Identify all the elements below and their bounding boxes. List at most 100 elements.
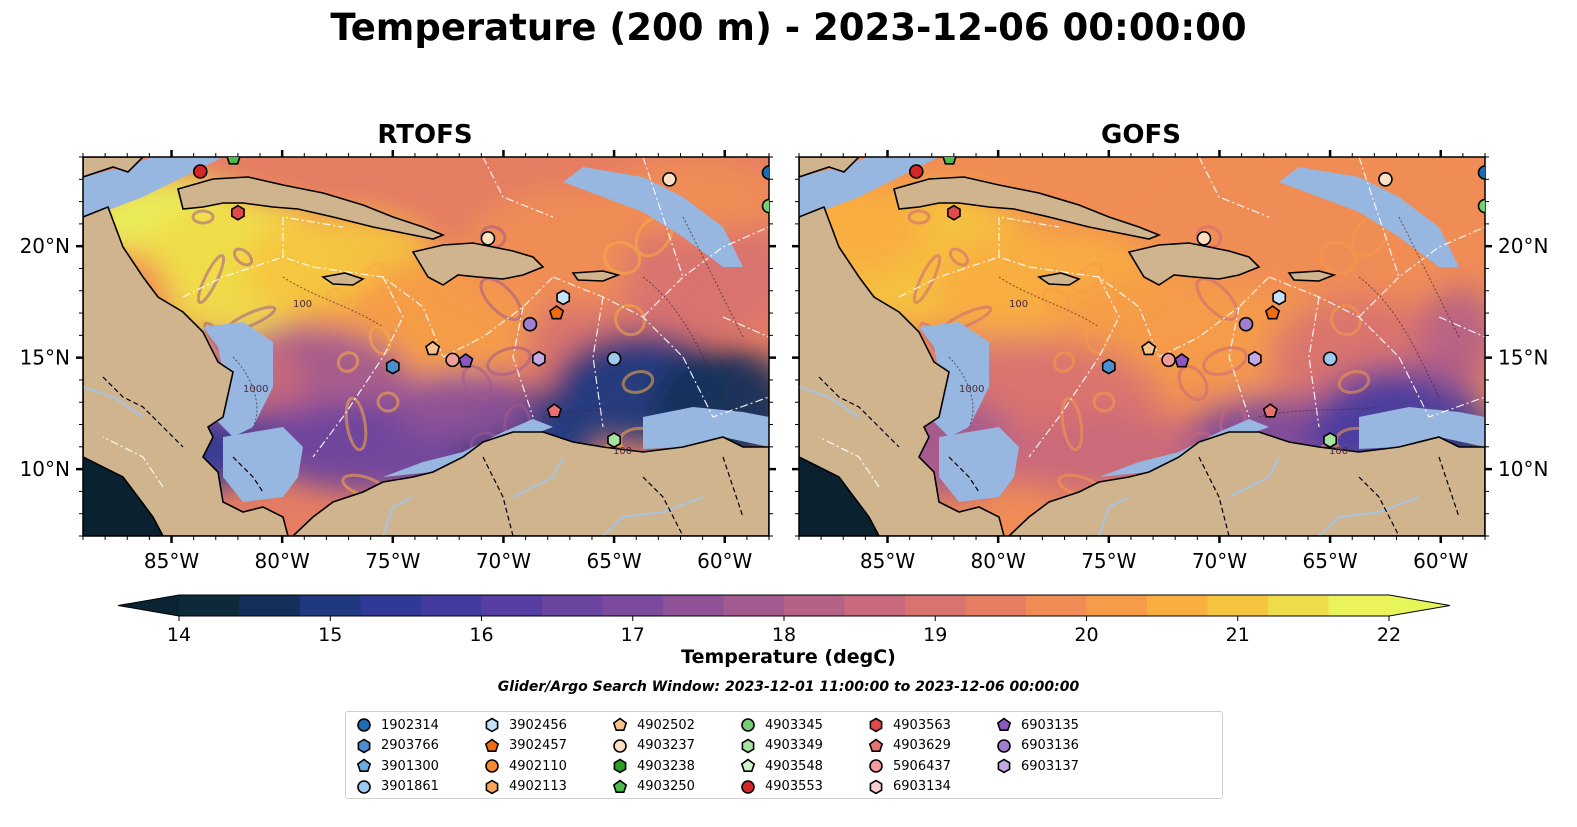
legend-entry: 1902314: [356, 716, 439, 734]
legend-marker-icon: [613, 758, 627, 774]
contour-label: 1000: [243, 384, 268, 395]
legend-entry: 4903349: [740, 737, 823, 755]
float-marker: [1161, 352, 1176, 368]
legend-label: 3902457: [509, 738, 567, 753]
legend-entry: 4903553: [740, 778, 823, 796]
legend-marker-icon: [869, 717, 883, 733]
float-marker: [607, 432, 622, 449]
colorbar-under-arrow: [118, 595, 179, 616]
colorbar-segment: [1026, 595, 1088, 616]
legend-entry: 3901861: [356, 778, 439, 796]
float-marker: [1262, 403, 1278, 418]
colorbar-tick-label: 17: [621, 624, 645, 645]
legend-label: 6903137: [1021, 758, 1079, 774]
legend-marker-icon: [484, 738, 500, 752]
colorbar-over-arrow: [1389, 595, 1450, 616]
float-marker: [231, 204, 245, 221]
colorbar-segment: [179, 595, 241, 616]
legend-label: 4903345: [765, 717, 823, 733]
colorbar-segment: [965, 595, 1027, 616]
legend-marker-icon: [612, 717, 628, 731]
colorbar-segment: [1268, 595, 1330, 616]
float-legend: 1902314 2903766 3901300 3901861 3902456 39024…: [345, 711, 1223, 799]
legend-marker-icon: [357, 738, 371, 753]
colorbar-tick-label: 15: [318, 624, 342, 645]
lat-tick-label: 15°N: [20, 346, 70, 370]
contour-label: 100: [613, 446, 632, 457]
float-marker: [1378, 171, 1393, 187]
legend-marker-icon: [357, 718, 371, 732]
colorbar-segment: [239, 595, 301, 616]
colorbar-segment: [360, 595, 422, 616]
float-marker: [425, 340, 441, 356]
legend-label: 2903766: [381, 738, 439, 753]
legend-entry: 4903238: [612, 757, 695, 775]
colorbar-segment: [1086, 595, 1148, 616]
colorbar-segment: [663, 595, 725, 616]
colorbar-segment: [905, 595, 967, 616]
legend-label: 4903250: [637, 779, 695, 794]
lon-tick-label: 85°W: [860, 549, 915, 573]
float-marker: [192, 164, 208, 179]
float-marker: [1323, 432, 1337, 449]
float-marker: [1238, 316, 1254, 332]
legend-marker-icon: [997, 758, 1011, 774]
legend-entry: 6903135: [996, 716, 1079, 734]
float-marker: [606, 351, 622, 367]
lat-tick-label: 20°N: [1498, 234, 1548, 258]
legend-marker-icon: [996, 717, 1012, 731]
legend-marker-icon: [485, 717, 499, 733]
legend-marker-icon: [869, 779, 883, 794]
legend-label: 4902113: [509, 779, 567, 794]
float-marker: [1101, 358, 1116, 375]
map-panel-rtofs: 100 1000 100 85°W 80°W 75°W 70°W 65°W 60°W 20°N 15…: [20, 150, 776, 573]
contour-label: 100: [293, 299, 312, 310]
lon-tick-label: 75°W: [365, 549, 420, 573]
lon-tick-label: 60°W: [1413, 549, 1468, 573]
float-marker: [1248, 350, 1262, 367]
colorbar: 14 15 16 17 18 19 20 21 22: [117, 594, 1451, 645]
float-marker: [761, 198, 769, 214]
legend-entry: 4903250: [612, 778, 695, 796]
legend-marker-icon: [869, 759, 883, 773]
float-marker: [1141, 340, 1157, 356]
legend-label: 4903563: [893, 717, 951, 733]
float-marker: [1477, 165, 1485, 180]
legend-label: 4902502: [637, 717, 695, 733]
legend-marker-icon: [485, 759, 499, 773]
float-marker: [1477, 198, 1485, 214]
lat-tick-label: 10°N: [1498, 457, 1548, 481]
colorbar-tick-label: 16: [469, 624, 493, 645]
legend-label: 4903553: [765, 779, 823, 794]
legend-entry: 4903548: [740, 757, 823, 775]
legend-entry: 4903629: [868, 737, 951, 755]
lon-tick-label: 75°W: [1081, 549, 1136, 573]
legend-marker-icon: [741, 718, 755, 732]
search-window-text: Glider/Argo Search Window: 2023-12-01 11…: [497, 679, 1080, 695]
legend-marker-icon: [613, 738, 627, 753]
lat-tick-label: 10°N: [20, 457, 70, 481]
map-panels: 100 1000 100 85°W 80°W 75°W 70°W 65°W 60°W 20°N 15…: [20, 150, 1548, 573]
map-frame: [82, 156, 770, 537]
legend-marker-icon: [740, 758, 756, 772]
float-marker: [1196, 231, 1212, 246]
lon-tick-label: 85°W: [144, 549, 199, 573]
colorbar-segment: [421, 595, 483, 616]
legend-label: 3902456: [509, 717, 567, 733]
colorbar-segment: [300, 595, 362, 616]
float-marker: [548, 305, 565, 320]
float-marker: [445, 352, 460, 368]
float-marker: [942, 157, 957, 165]
float-marker: [531, 350, 546, 367]
colorbar-tick-label: 19: [923, 624, 947, 645]
map-frame: [798, 156, 1486, 537]
contour-label: 1000: [959, 384, 984, 395]
legend-entry: 3902456: [484, 716, 567, 734]
float-marker: [480, 231, 496, 246]
legend-marker-icon: [356, 758, 372, 772]
legend-label: 4903237: [637, 738, 695, 753]
figure-title: Temperature (200 m) - 2023-12-06 00:00:0…: [330, 6, 1247, 49]
float-marker: [556, 289, 571, 306]
lon-tick-label: 65°W: [1302, 549, 1357, 573]
float-marker: [946, 204, 961, 221]
